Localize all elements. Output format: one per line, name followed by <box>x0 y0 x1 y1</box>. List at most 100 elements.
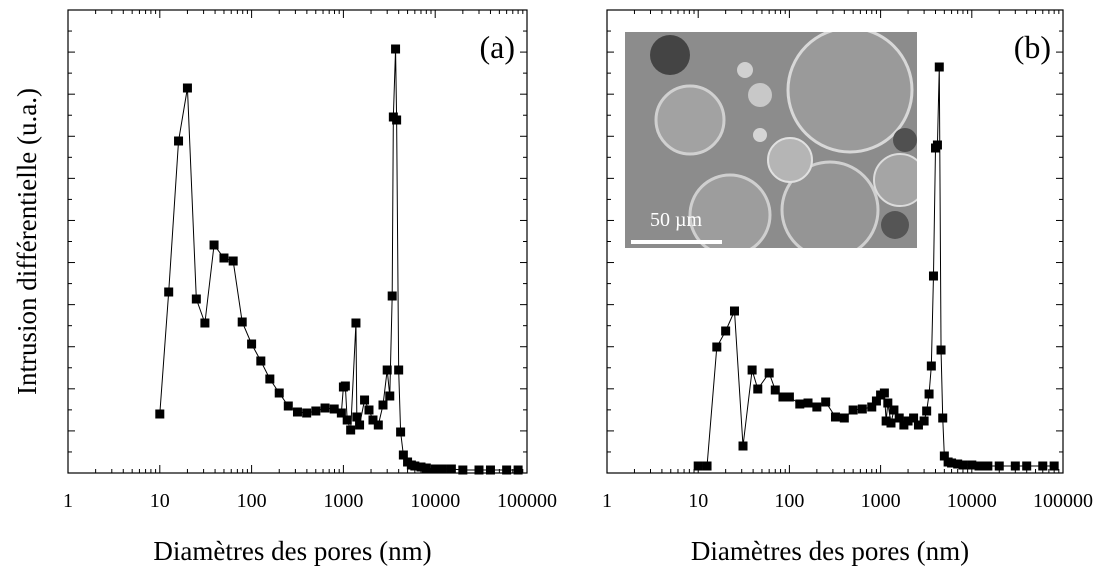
x-axis-label: Diamètres des pores (nm) <box>153 536 431 566</box>
x-axis-label: Diamètres des pores (nm) <box>691 536 969 566</box>
data-point <box>909 413 919 423</box>
data-point <box>974 461 984 471</box>
panel-label: (a) <box>479 29 515 65</box>
data-point <box>883 398 893 408</box>
data-point <box>1049 461 1059 471</box>
data-point <box>437 464 447 474</box>
data-point <box>958 460 968 470</box>
data-point <box>346 425 356 435</box>
data-point <box>924 389 934 399</box>
x-tick-label: 1000 <box>861 490 901 512</box>
data-point <box>795 399 805 409</box>
data-point <box>474 465 484 475</box>
data-point <box>368 415 378 425</box>
panel: 1 10 100 1000 10000 100000 Diamètres des pores… <box>12 9 557 566</box>
data-point <box>340 381 350 391</box>
data-point <box>360 395 370 405</box>
data-point <box>1022 461 1032 471</box>
data-point <box>228 256 238 266</box>
data-point <box>164 287 174 297</box>
data-point <box>382 365 392 375</box>
x-tick-label: 100000 <box>497 490 557 512</box>
data-point <box>329 404 339 414</box>
plot-frame <box>606 9 1064 474</box>
x-tick-label: 10 <box>150 490 170 512</box>
data-point <box>256 356 266 366</box>
data-point <box>485 465 495 475</box>
data-point <box>928 271 938 281</box>
data-point <box>821 397 831 407</box>
x-tick-label: 100000 <box>1033 490 1093 512</box>
data-point <box>191 294 201 304</box>
data-point <box>889 405 899 415</box>
x-tick-label: 1000 <box>323 490 363 512</box>
data-point <box>936 345 946 355</box>
data-point <box>770 385 780 395</box>
data-point <box>410 461 420 471</box>
data-point <box>396 427 406 437</box>
data-point <box>894 413 904 423</box>
data-point <box>702 461 712 471</box>
panel-label: (b) <box>1014 29 1051 65</box>
data-point <box>513 465 523 475</box>
data-point <box>953 459 963 469</box>
data-point <box>336 408 346 418</box>
data-point <box>803 398 813 408</box>
data-point <box>778 392 788 402</box>
data-point <box>182 83 192 93</box>
data-point <box>919 416 929 426</box>
scale-bar-label: 50 µm <box>650 209 703 231</box>
data-point <box>351 318 361 328</box>
data-point <box>926 361 936 371</box>
data-point <box>867 402 877 412</box>
sem-inset <box>625 32 917 248</box>
data-point <box>947 458 957 468</box>
data-point <box>967 460 977 470</box>
data-point <box>932 140 942 150</box>
x-tick-label: 1 <box>602 490 612 512</box>
data-point <box>385 391 395 401</box>
data-point <box>830 412 840 422</box>
data-point <box>247 339 257 349</box>
data-point <box>320 403 330 413</box>
data-point <box>364 405 374 415</box>
data-point <box>398 450 408 460</box>
data-point <box>311 406 321 416</box>
data-point <box>237 317 247 327</box>
data-point <box>392 115 402 125</box>
data-point <box>200 318 210 328</box>
data-point <box>693 461 703 471</box>
data-point <box>938 413 948 423</box>
data-point <box>274 388 284 398</box>
data-point <box>922 406 932 416</box>
data-point <box>1010 461 1020 471</box>
data-point <box>721 326 731 336</box>
data-point <box>292 407 302 417</box>
data-line <box>159 48 519 471</box>
plot-frame <box>67 9 528 474</box>
data-point <box>913 420 923 430</box>
data-point <box>848 405 858 415</box>
data-point <box>416 462 426 472</box>
data-point <box>373 420 383 430</box>
x-tick-label: 1 <box>63 490 73 512</box>
data-point <box>458 465 468 475</box>
data-point <box>753 384 763 394</box>
data-point <box>881 416 891 426</box>
data-point <box>430 464 440 474</box>
y-axis-label: Intrusion différentielle (u.a.) <box>12 88 42 395</box>
data-point <box>391 44 401 54</box>
x-tick-label: 10 <box>688 490 708 512</box>
data-point <box>155 409 165 419</box>
data-point <box>302 408 312 418</box>
data-point <box>352 412 362 422</box>
data-point <box>1038 461 1048 471</box>
x-tick-label: 10000 <box>947 490 997 512</box>
data-point <box>446 464 456 474</box>
data-point <box>394 365 404 375</box>
data-point <box>903 416 913 426</box>
data-point <box>283 401 293 411</box>
data-point <box>784 392 794 402</box>
data-point <box>174 136 184 146</box>
